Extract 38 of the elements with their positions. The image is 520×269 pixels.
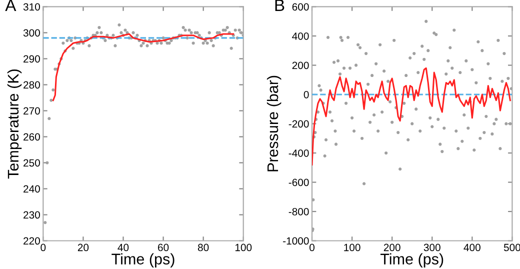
y-tick-label: 310 <box>23 3 40 11</box>
y-tick-label: 260 <box>24 133 40 141</box>
y-tick-label: 270 <box>24 107 40 115</box>
y-tick-label: 240 <box>24 185 40 193</box>
x-tick-label: 100 <box>235 244 252 252</box>
y-tick-label: -800 <box>288 208 309 216</box>
x-tick-label: 400 <box>464 244 480 252</box>
y-tick-label: 220 <box>24 237 40 245</box>
y-tick-label: 250 <box>24 159 40 167</box>
y-tick-label: 200 <box>292 62 309 70</box>
y-tick-label: -600 <box>288 178 309 186</box>
line-series <box>312 67 511 166</box>
y-tick-label: -400 <box>288 149 309 157</box>
x-tick-label: 200 <box>384 244 400 252</box>
y-tick-label: 230 <box>24 211 40 219</box>
y-axis-title: Pressure (bar) <box>266 76 282 172</box>
text: A <box>5 0 16 12</box>
y-axis-title: Temperature (K) <box>7 70 22 179</box>
x-tick-label: 20 <box>78 244 89 252</box>
y-tick-label: 280 <box>24 81 40 89</box>
x-tick-label: 80 <box>198 244 209 252</box>
x-tick-label: 0 <box>40 244 46 252</box>
y-tick-label: 300 <box>23 29 40 37</box>
x-tick-label: 60 <box>158 244 169 252</box>
y-tick-label: 290 <box>24 55 40 63</box>
y-tick-label: -200 <box>288 120 309 128</box>
x-axis-title: Time (ps) <box>380 253 444 268</box>
y-tick-label: 0 <box>304 90 309 98</box>
x-tick-label: 100 <box>344 244 360 252</box>
y-tick-label: 600 <box>292 3 309 11</box>
x-tick-label: 0 <box>310 244 314 252</box>
x-tick-label: 40 <box>118 244 129 252</box>
y-tick-label: 400 <box>292 32 309 40</box>
x-tick-label: 500 <box>504 244 520 252</box>
y-tick-label: -1000 <box>283 237 309 245</box>
text: B <box>275 0 284 12</box>
x-tick-label: 300 <box>424 244 440 252</box>
x-axis-title: Time (ps) <box>112 253 174 268</box>
